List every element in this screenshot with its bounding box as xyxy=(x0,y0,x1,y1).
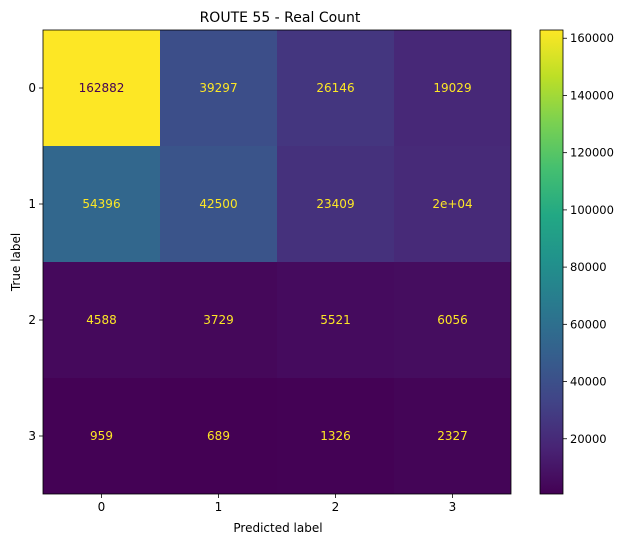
heatmap-cell xyxy=(394,30,511,146)
colorbar-tick-label: 80000 xyxy=(570,260,607,274)
plot-frame xyxy=(42,29,512,495)
heatmap-cell xyxy=(43,146,160,262)
colorbar-tick-label: 40000 xyxy=(570,375,607,389)
cell-value-label: 2e+04 xyxy=(432,197,472,211)
cell-value-label: 26146 xyxy=(316,81,354,95)
y-axis-label: True label xyxy=(9,233,23,292)
colorbar: 20000 40000 60000 80000 100000 120000 140000 16… xyxy=(539,29,614,495)
y-tick-label: 3 xyxy=(28,429,36,443)
heatmap-cell xyxy=(394,146,511,262)
x-axis: 0 1 2 3 xyxy=(98,494,457,514)
x-tick-label: 0 xyxy=(98,500,106,514)
y-tick-label: 1 xyxy=(28,197,36,211)
heatmap-cell xyxy=(160,262,277,378)
cell-value-label: 959 xyxy=(90,429,113,443)
cell-value-label: 3729 xyxy=(203,313,234,327)
heatmap-cell xyxy=(277,262,394,378)
chart-title: ROUTE 55 - Real Count xyxy=(200,10,361,26)
x-tick-label: 2 xyxy=(332,500,340,514)
heatmap-cell xyxy=(43,378,160,494)
heatmap-cell xyxy=(277,146,394,262)
colorbar-tick-label: 60000 xyxy=(570,317,607,331)
heatmap-cell xyxy=(160,378,277,494)
cell-value-label: 162882 xyxy=(79,81,125,95)
colorbar-tick-label: 20000 xyxy=(570,432,607,446)
colorbar-tick-label: 160000 xyxy=(570,31,614,45)
colorbar-gradient xyxy=(539,29,564,495)
cell-value-label: 2327 xyxy=(437,429,468,443)
x-tick-label: 1 xyxy=(215,500,223,514)
cell-value-label: 42500 xyxy=(199,197,237,211)
cell-value-label: 54396 xyxy=(82,197,120,211)
heatmap-cell xyxy=(394,378,511,494)
heatmap-cell xyxy=(160,146,277,262)
cell-value-label: 6056 xyxy=(437,313,468,327)
heatmap-cells: 162882 39297 26146 19029 54396 42500 23409 2e+0… xyxy=(42,29,512,495)
cell-value-label: 1326 xyxy=(320,429,351,443)
heatmap-cell xyxy=(43,262,160,378)
heatmap-cell xyxy=(394,262,511,378)
y-tick-label: 2 xyxy=(28,313,36,327)
cell-value-label: 689 xyxy=(207,429,230,443)
cell-value-label: 4588 xyxy=(86,313,117,327)
colorbar-tick-label: 100000 xyxy=(570,203,614,217)
colorbar-tick-label: 120000 xyxy=(570,146,614,160)
heatmap-cell xyxy=(43,30,160,146)
cell-value-label: 39297 xyxy=(199,81,237,95)
y-axis: 0 1 2 3 xyxy=(28,81,43,443)
heatmap-cell xyxy=(277,30,394,146)
cell-value-label: 23409 xyxy=(316,197,354,211)
x-tick-label: 3 xyxy=(449,500,457,514)
heatmap-cell xyxy=(277,378,394,494)
heatmap-cell xyxy=(160,30,277,146)
colorbar-tick-label: 140000 xyxy=(570,88,614,102)
y-tick-label: 0 xyxy=(28,81,36,95)
cell-value-label: 5521 xyxy=(320,313,351,327)
x-axis-label: Predicted label xyxy=(233,521,322,535)
cell-value-label: 19029 xyxy=(433,81,471,95)
